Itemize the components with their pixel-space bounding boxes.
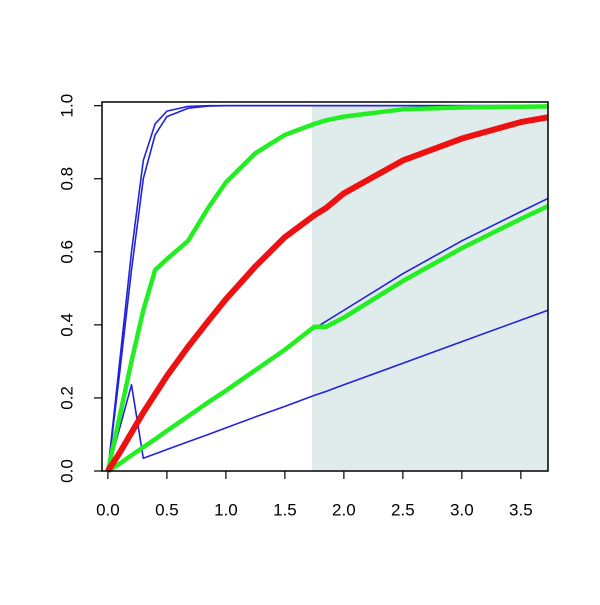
plot-box [101, 101, 549, 472]
shaded-region [312, 105, 548, 471]
x-tick-label: 2.0 [332, 500, 356, 519]
line-series [107, 104, 548, 472]
x-tick-label: 1.0 [214, 500, 238, 519]
y-tick-label: 0.0 [57, 459, 76, 483]
x-tick-label: 0.5 [155, 500, 179, 519]
line-series [105, 114, 549, 473]
x-tick-label: 0.0 [96, 500, 120, 519]
y-tick-label: 1.0 [57, 94, 76, 118]
x-tick-label: 2.5 [391, 500, 415, 519]
x-tick-label: 1.5 [273, 500, 297, 519]
y-tick-label: 0.2 [57, 386, 76, 410]
y-tick-label: 0.8 [57, 167, 76, 191]
y-tick-label: 0.6 [57, 240, 76, 264]
x-tick-label: 3.5 [509, 500, 533, 519]
y-tick-label: 0.4 [57, 313, 76, 337]
line-series [106, 204, 549, 473]
x-tick-label: 3.0 [450, 500, 474, 519]
line-series [105, 104, 549, 472]
